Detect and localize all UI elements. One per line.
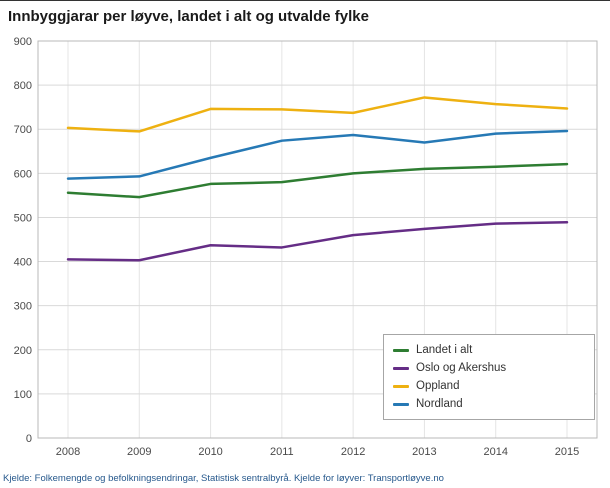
legend-item-oslo-og-akershus[interactable]: Oslo og Akershus [393,359,584,377]
svg-text:100: 100 [14,389,32,401]
svg-text:300: 300 [14,301,32,313]
svg-text:900: 900 [14,36,32,48]
svg-text:800: 800 [14,80,32,92]
svg-text:2015: 2015 [555,446,579,458]
svg-text:0: 0 [26,433,32,445]
legend-label: Oslo og Akershus [416,362,507,374]
legend-item-landet-i-alt[interactable]: Landet i alt [393,341,584,359]
legend-label: Nordland [416,398,463,410]
legend-item-nordland[interactable]: Nordland [393,395,584,413]
svg-text:400: 400 [14,257,32,269]
legend-swatch-oslo-og-akershus [393,366,409,370]
source-note: Kjelde: Folkemengde og befolkningsendrin… [3,473,444,484]
svg-text:2013: 2013 [412,446,436,458]
svg-text:2010: 2010 [198,446,222,458]
svg-text:2008: 2008 [56,446,80,458]
legend-swatch-landet-i-alt [393,348,409,352]
legend: Landet i alt Oslo og Akershus Oppland No… [383,334,595,420]
svg-text:500: 500 [14,212,32,224]
svg-text:200: 200 [14,345,32,357]
chart-title: Innbyggjarar per løyve, landet i alt og … [8,8,369,25]
svg-text:2009: 2009 [127,446,151,458]
svg-text:700: 700 [14,124,32,136]
legend-swatch-nordland [393,402,409,406]
svg-text:2012: 2012 [341,446,365,458]
line-chart: 2008 2009 2010 2011 2012 2013 2014 2015 0 100 200 3… [14,36,598,458]
legend-swatch-oppland [393,384,409,388]
legend-item-oppland[interactable]: Oppland [393,377,584,395]
legend-label: Landet i alt [416,344,473,356]
svg-text:2014: 2014 [483,446,507,458]
legend-label: Oppland [416,380,460,392]
svg-text:600: 600 [14,168,32,180]
svg-text:2011: 2011 [270,446,294,458]
